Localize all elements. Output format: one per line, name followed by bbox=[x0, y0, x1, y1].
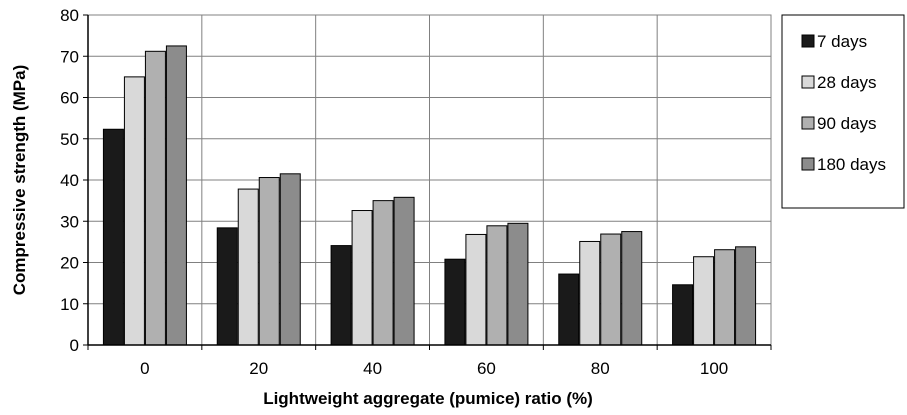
y-tick-label: 20 bbox=[60, 254, 79, 273]
bar bbox=[258, 177, 280, 346]
bar bbox=[144, 50, 166, 346]
bar bbox=[330, 245, 352, 346]
legend-label: 28 days bbox=[817, 73, 877, 92]
bar bbox=[507, 222, 529, 346]
x-tick-label: 80 bbox=[591, 359, 610, 378]
bar bbox=[714, 249, 736, 346]
axes bbox=[83, 14, 772, 350]
y-axis-title: Compressive strength (MPa) bbox=[10, 65, 29, 296]
bar bbox=[735, 246, 757, 346]
bar bbox=[444, 258, 466, 346]
y-tick-labels: 0 10 20 30 40 50 60 70 80 bbox=[60, 6, 79, 355]
legend: 7 days 28 days 90 days 180 days bbox=[781, 14, 905, 209]
legend-label: 90 days bbox=[817, 114, 877, 133]
bar bbox=[579, 240, 601, 346]
x-tick-label: 40 bbox=[363, 359, 382, 378]
x-axis-title: Lightweight aggregate (pumice) ratio (%) bbox=[263, 389, 593, 408]
bar bbox=[393, 196, 415, 346]
bar bbox=[693, 256, 715, 346]
bar bbox=[486, 225, 508, 346]
legend-label: 180 days bbox=[817, 155, 886, 174]
legend-swatch bbox=[801, 34, 815, 48]
x-tick-label: 100 bbox=[700, 359, 728, 378]
bar bbox=[621, 231, 643, 346]
bar bbox=[237, 188, 259, 346]
bars bbox=[102, 45, 757, 346]
bar bbox=[123, 76, 145, 346]
gridlines bbox=[87, 14, 772, 346]
bar bbox=[465, 233, 487, 346]
bar bbox=[351, 210, 373, 346]
legend-swatch bbox=[801, 75, 815, 89]
legend-swatch bbox=[801, 157, 815, 171]
bar bbox=[216, 227, 238, 346]
bar bbox=[372, 200, 394, 346]
bar bbox=[279, 173, 301, 346]
legend-label: 7 days bbox=[817, 32, 867, 51]
y-tick-label: 30 bbox=[60, 212, 79, 231]
x-tick-label: 60 bbox=[477, 359, 496, 378]
bar bbox=[102, 128, 124, 346]
y-tick-label: 0 bbox=[70, 336, 79, 355]
bar bbox=[165, 45, 187, 346]
y-tick-label: 80 bbox=[60, 6, 79, 25]
legend-swatch bbox=[801, 116, 815, 130]
y-tick-label: 50 bbox=[60, 130, 79, 149]
bar bbox=[600, 233, 622, 346]
y-tick-label: 60 bbox=[60, 89, 79, 108]
y-tick-label: 10 bbox=[60, 295, 79, 314]
bar bbox=[672, 284, 694, 346]
bar bbox=[558, 273, 580, 346]
y-tick-label: 70 bbox=[60, 47, 79, 66]
x-tick-label: 0 bbox=[140, 359, 149, 378]
y-tick-label: 40 bbox=[60, 171, 79, 190]
x-tick-labels: 0 20 40 60 80 100 bbox=[140, 359, 728, 378]
x-tick-label: 20 bbox=[249, 359, 268, 378]
